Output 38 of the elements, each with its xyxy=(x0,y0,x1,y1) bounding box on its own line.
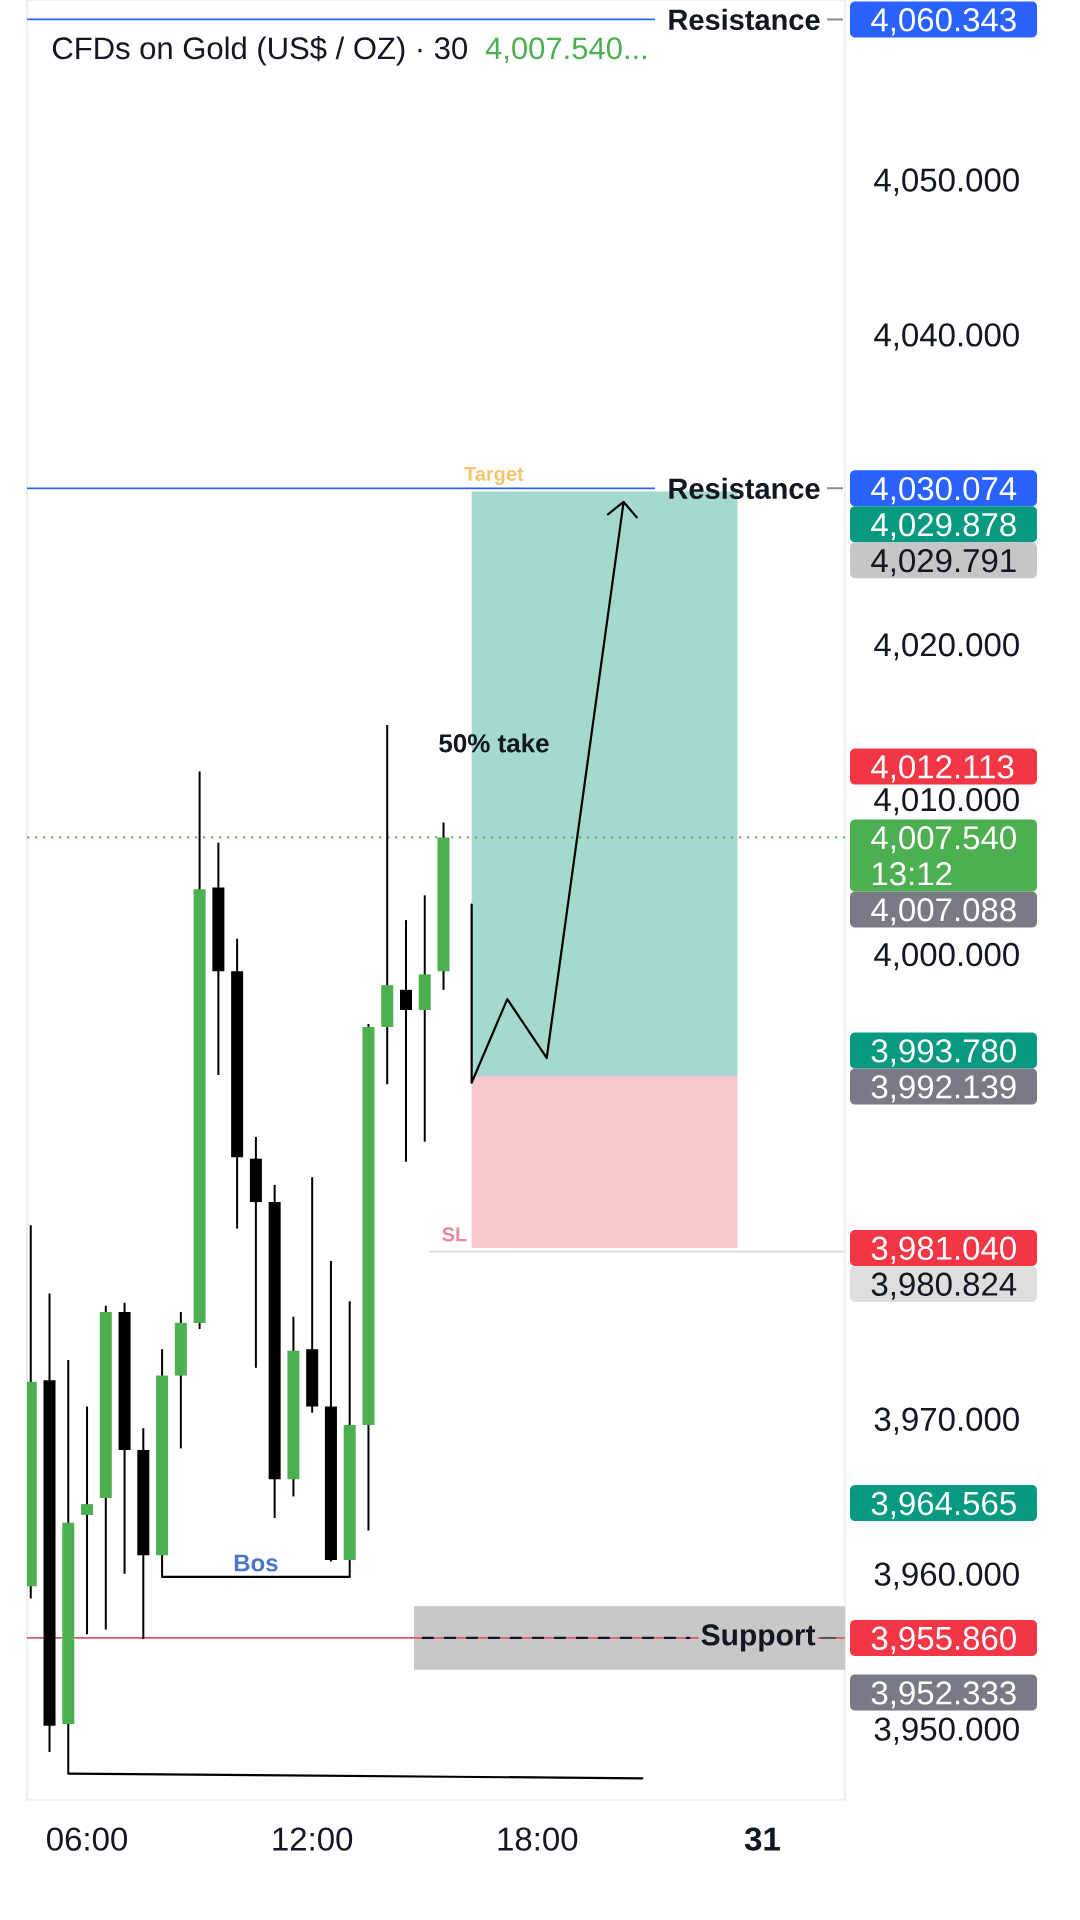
y-tick-label: 3,964.565 xyxy=(871,1491,1016,1520)
band-label: SL xyxy=(442,1227,467,1242)
text: 4,029.878 xyxy=(871,512,1016,541)
y-tick-label: 4,007.540 xyxy=(871,826,1016,854)
candlestick xyxy=(81,1405,94,1636)
annotation: Bos xyxy=(234,1554,278,1572)
y-tick-label: 4,000.000 xyxy=(874,942,1019,971)
candlestick xyxy=(399,919,412,1163)
y-tick-label: 3,970.000 xyxy=(874,1407,1019,1435)
y-tick-label: 4,050.000 xyxy=(874,168,1019,196)
x-tick-label: 12:00 xyxy=(273,1827,353,1851)
y-tick-label: 3,952.333 xyxy=(871,1681,1016,1709)
y-tick-label: 3,955.860 xyxy=(871,1626,1016,1654)
ref-line-label: Resistance xyxy=(669,477,820,499)
y-tick-label: 4,012.113 xyxy=(871,755,1014,783)
text: CFDs on Gold (US$ / OZ) · 30 xyxy=(52,36,468,66)
x-tick-label: 06:00 xyxy=(47,1827,128,1851)
y-tick-label: 4,010.000 xyxy=(874,787,1019,816)
text: 4,007.088 xyxy=(871,898,1016,926)
x-tick-label: 31 xyxy=(744,1827,780,1851)
y-tick-label: 3,960.000 xyxy=(874,1562,1019,1590)
band-label: Target xyxy=(464,466,524,485)
y-tick-label: 4,030.074 xyxy=(871,476,1017,505)
x-tick-label: 18:00 xyxy=(498,1827,578,1851)
ref-line-label: Support xyxy=(701,1624,816,1652)
y-tick-label: 3,981.040 xyxy=(871,1236,1016,1264)
y-tick-label: 4,020.000 xyxy=(874,633,1019,661)
y-tick-label: 3,992.139 xyxy=(871,1075,1016,1103)
text: 3,980.824 xyxy=(871,1272,1017,1300)
y-tick-label: 3,993.780 xyxy=(871,1039,1016,1067)
y-tick-label: 4,040.000 xyxy=(874,323,1019,351)
ref-line-label: Resistance xyxy=(669,8,820,31)
text: 4,007.540... xyxy=(485,37,646,63)
y-tick-label: 3,950.000 xyxy=(874,1717,1019,1745)
text: 4,029.791 xyxy=(871,548,1016,577)
text: 13:12 xyxy=(872,862,952,886)
annotation: 50% take xyxy=(439,733,549,753)
y-tick-label: 4,060.343 xyxy=(871,8,1016,36)
